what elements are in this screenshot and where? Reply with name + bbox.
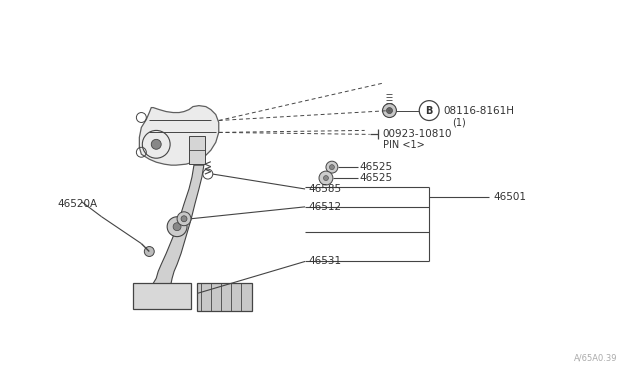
Text: 46512: 46512 [308, 202, 341, 212]
Text: 46520A: 46520A [57, 199, 97, 209]
Circle shape [383, 104, 396, 118]
Text: 46531: 46531 [308, 256, 341, 266]
Text: 46501: 46501 [493, 192, 527, 202]
Polygon shape [151, 165, 204, 288]
Text: 46585: 46585 [308, 184, 341, 194]
Circle shape [323, 176, 328, 180]
Polygon shape [140, 106, 219, 165]
Bar [133, 283, 191, 309]
Circle shape [145, 247, 154, 256]
Text: 00923-10810: 00923-10810 [383, 129, 452, 140]
Circle shape [177, 212, 191, 226]
Circle shape [326, 161, 338, 173]
Bar [189, 137, 205, 164]
Text: PIN <1>: PIN <1> [383, 140, 424, 150]
Bar [197, 283, 252, 311]
Circle shape [173, 223, 181, 231]
Text: 46525: 46525 [360, 173, 393, 183]
Circle shape [387, 108, 392, 113]
Text: (1): (1) [452, 118, 466, 128]
Circle shape [151, 140, 161, 149]
Circle shape [167, 217, 187, 237]
Circle shape [181, 216, 187, 222]
Circle shape [330, 165, 334, 170]
Text: A/65A0.39: A/65A0.39 [574, 354, 618, 363]
Text: 46525: 46525 [360, 162, 393, 172]
Text: B: B [426, 106, 433, 116]
Text: 08116-8161H: 08116-8161H [443, 106, 514, 116]
Circle shape [319, 171, 333, 185]
